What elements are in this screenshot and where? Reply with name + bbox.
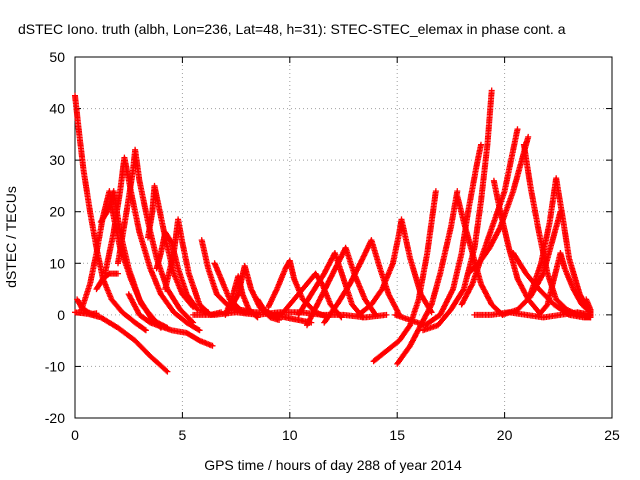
y-tick-label: -20 <box>45 410 65 426</box>
series-32 <box>527 175 592 313</box>
y-tick-label: 20 <box>49 204 65 220</box>
series-26 <box>420 87 495 334</box>
series-2 <box>72 309 171 375</box>
x-tick-label: 0 <box>71 427 79 443</box>
x-tick-label: 20 <box>497 427 513 443</box>
data-point-markers <box>72 309 171 375</box>
series-11 <box>125 291 216 349</box>
data-point-markers <box>370 188 439 365</box>
series-10 <box>162 216 225 318</box>
series-36 <box>510 250 594 321</box>
data-point-markers <box>162 216 225 318</box>
data-point-markers <box>392 141 484 329</box>
y-tick-label: 50 <box>49 49 65 65</box>
series-6 <box>102 154 203 334</box>
y-tick-label: 10 <box>49 255 65 271</box>
data-point-markers <box>510 250 594 321</box>
data-point-markers <box>304 244 379 329</box>
series-20 <box>304 244 379 329</box>
data-point-markers <box>583 296 594 321</box>
series-37 <box>583 296 594 321</box>
data-point-markers <box>102 154 203 334</box>
data-point-markers <box>420 87 495 334</box>
x-tick-label: 5 <box>179 427 187 443</box>
series-5 <box>93 270 121 293</box>
y-tick-label: -10 <box>45 358 65 374</box>
data-point-markers <box>125 291 216 349</box>
x-tick-label: 15 <box>389 427 405 443</box>
y-axis-label: dSTEC / TECUs <box>3 186 19 288</box>
series-24 <box>394 188 461 367</box>
data-point-markers <box>527 175 592 313</box>
series-38 <box>190 309 390 321</box>
data-series <box>72 87 594 375</box>
axis-ticks: 0 5 10 15 20 25 -20 -10 0 10 20 30 40 50 <box>45 49 620 443</box>
x-axis-label: GPS time / hours of day 288 of year 2014 <box>204 457 462 473</box>
data-point-markers <box>190 309 390 321</box>
data-point-markers <box>93 270 121 293</box>
x-tick-label: 10 <box>282 427 298 443</box>
plot-frame <box>74 56 613 419</box>
chart-title: dSTEC Iono. truth (albh, Lon=236, Lat=48… <box>18 21 566 37</box>
data-point-markers <box>72 92 149 334</box>
data-point-markers <box>394 188 461 367</box>
y-tick-label: 30 <box>49 152 65 168</box>
series-25 <box>392 141 484 329</box>
plot-border <box>74 56 613 419</box>
series-23 <box>370 188 439 365</box>
series-0 <box>72 92 149 334</box>
x-tick-label: 25 <box>604 427 620 443</box>
y-tick-label: 40 <box>49 101 65 117</box>
y-tick-label: 0 <box>57 307 65 323</box>
